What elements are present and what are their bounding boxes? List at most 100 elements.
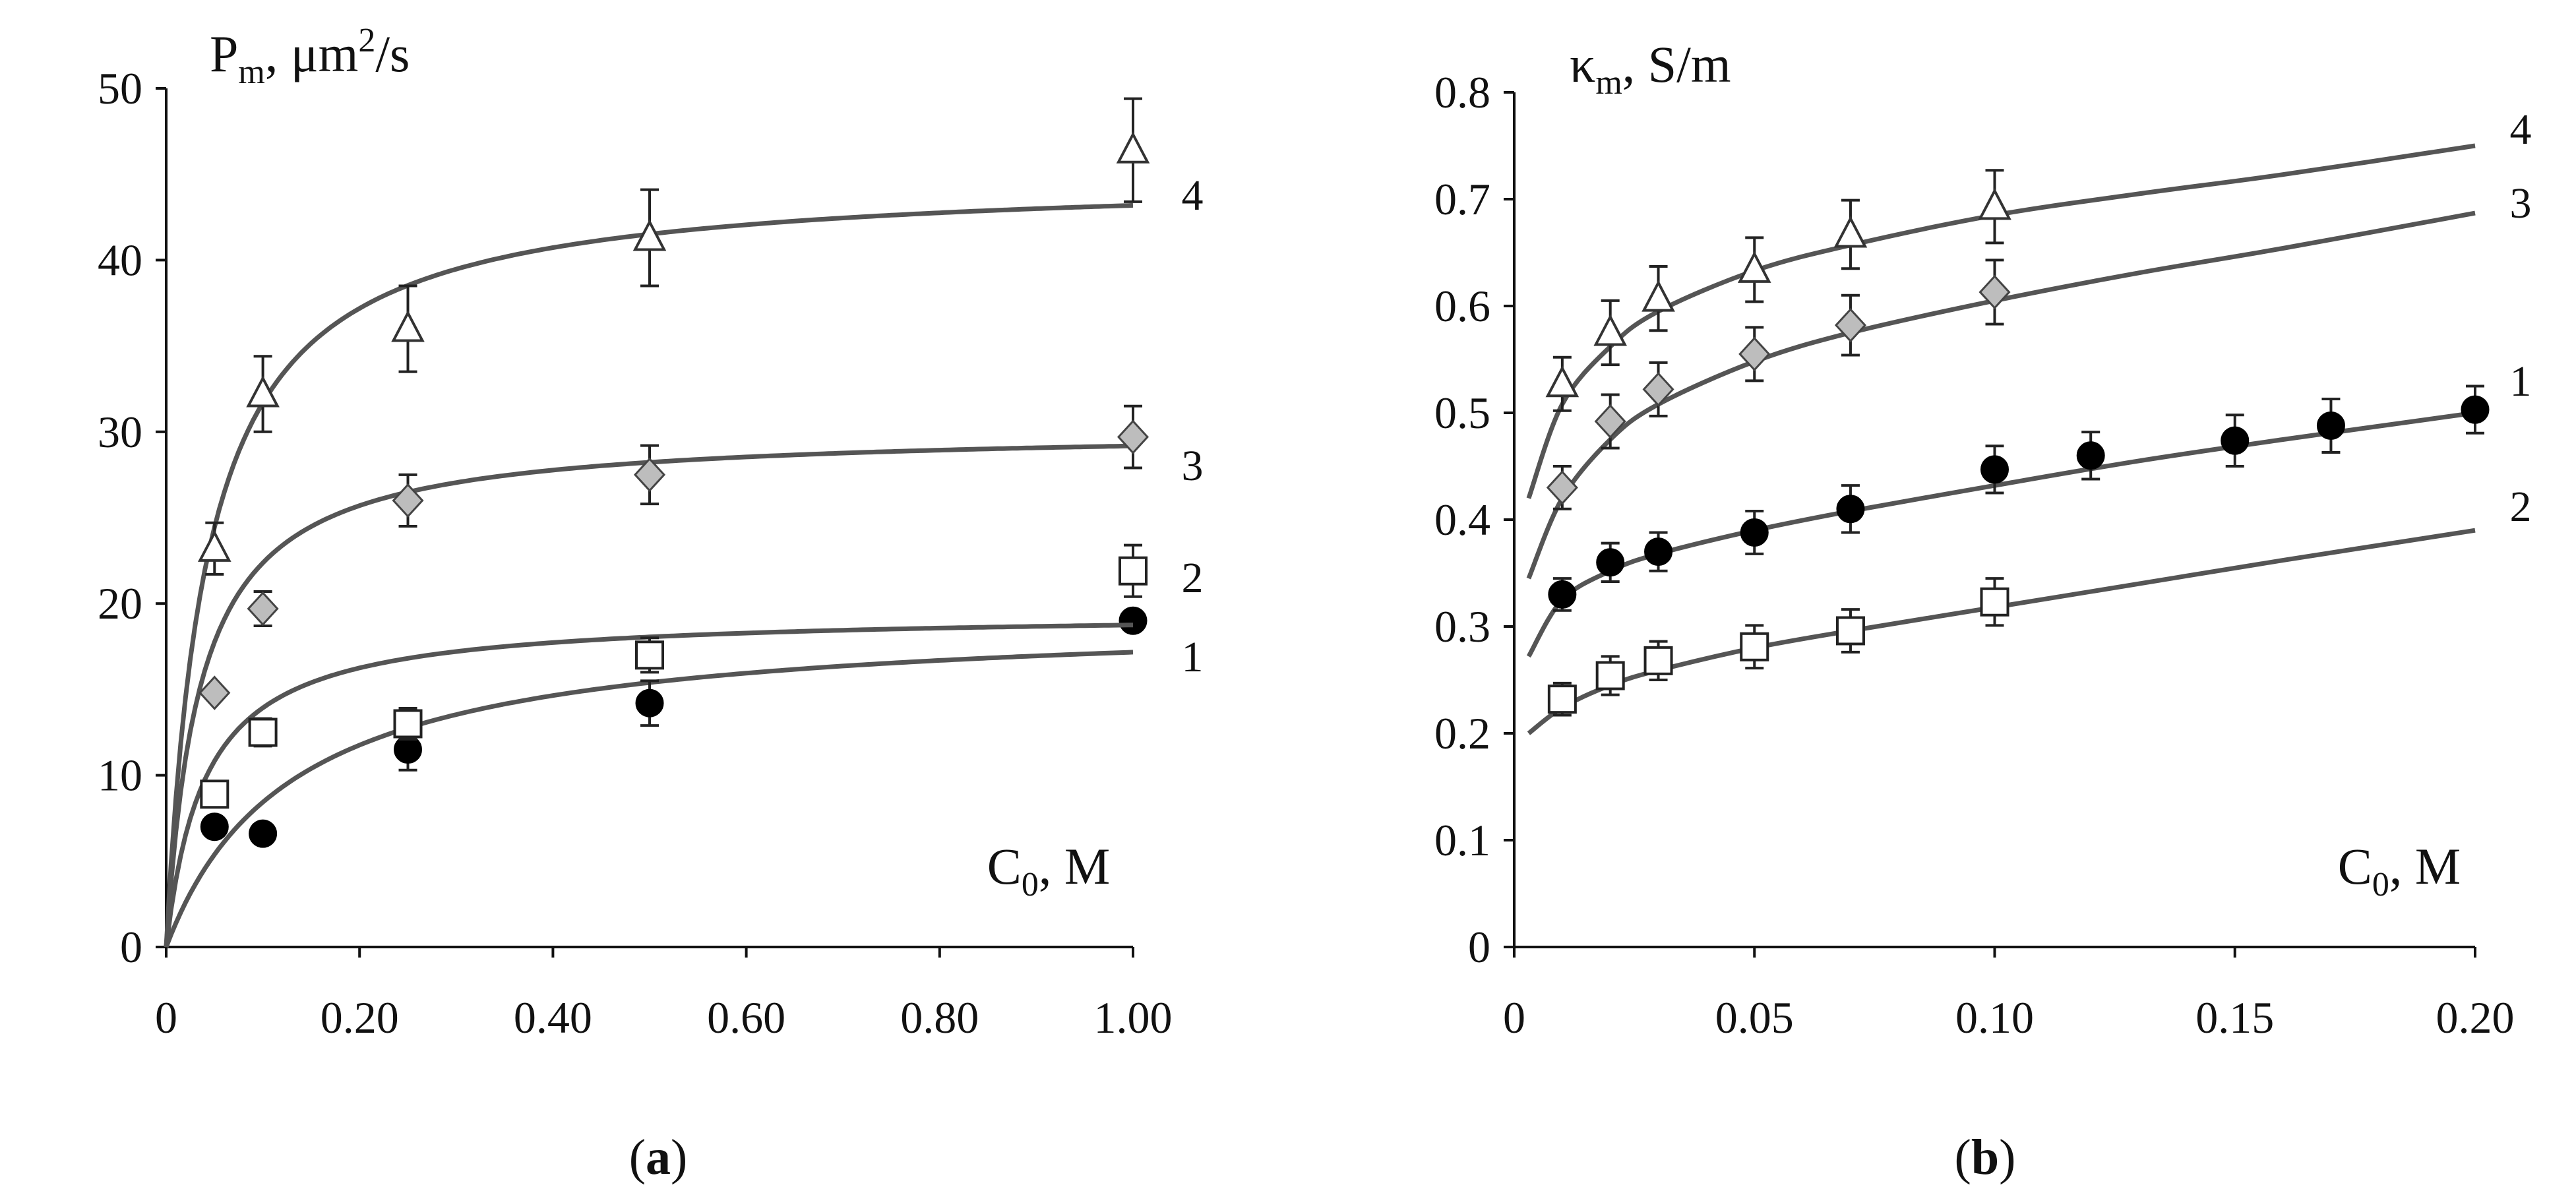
- panel-a: 0 10 20 30 40 50 0 0.20 0.40 0.60 0.80 1.00 Pm, μm2/…: [98, 22, 1204, 1185]
- data-point: [635, 688, 664, 718]
- data-point: [1119, 556, 1148, 586]
- y-axis-label: Pm, μm2/s: [210, 22, 410, 91]
- panel-b: 0 0.1 0.2 0.3 0.4 0.5 0.6 0.7 0.8 0 0.05 0.10 0.15 0.…: [1434, 36, 2532, 1185]
- data-point: [1836, 495, 1865, 524]
- y-tick-label: 0.6: [1434, 281, 1490, 331]
- y-tick-label: 0.7: [1434, 174, 1490, 224]
- data-point: [1594, 404, 1626, 439]
- curve-label-3: 3: [2510, 179, 2532, 228]
- data-point: [1641, 280, 1675, 312]
- x-tick-label: 0.20: [2436, 993, 2515, 1043]
- data-point: [1980, 587, 2009, 617]
- data-point: [1980, 455, 2009, 484]
- y-axis-label: κm, S/m: [1570, 36, 1731, 102]
- x-tick-label: 0.80: [900, 993, 979, 1043]
- data-point: [1546, 470, 1578, 505]
- series-4: [164, 97, 1150, 948]
- curve-label-4: 4: [1182, 171, 1204, 220]
- y-tick-label: 0.1: [1434, 815, 1490, 865]
- x-axis-label: C0, M: [987, 838, 1110, 903]
- y-tick-label: 50: [98, 63, 142, 113]
- data-point: [1119, 606, 1148, 635]
- data-point: [1740, 632, 1769, 661]
- data-point: [1834, 307, 1866, 343]
- data-point: [1737, 251, 1771, 283]
- y-tick-label: 0.8: [1434, 67, 1490, 117]
- data-point: [1642, 372, 1674, 407]
- data-point: [392, 483, 424, 518]
- y-tick-label: 0.3: [1434, 601, 1490, 652]
- data-point: [1643, 646, 1673, 675]
- series-1: [1526, 384, 2490, 658]
- data-point: [1548, 580, 1577, 609]
- y-tick-label: 40: [98, 235, 142, 285]
- y-tick-label: 0: [1468, 922, 1490, 972]
- x-tick-label: 0: [1503, 993, 1525, 1043]
- data-point: [632, 219, 667, 251]
- curve-label-2: 2: [1182, 554, 1204, 602]
- data-point: [1740, 518, 1769, 547]
- y-tick-label: 30: [98, 407, 142, 457]
- panel-caption: (a): [629, 1130, 688, 1185]
- data-point: [1978, 188, 2011, 220]
- x-tick-label: 0.20: [321, 993, 399, 1043]
- fit-curve-2: [1527, 528, 2476, 735]
- data-point: [1833, 216, 1868, 248]
- curve-label-1: 1: [1182, 633, 1204, 681]
- data-point: [2076, 441, 2105, 470]
- data-point: [393, 709, 423, 739]
- data-point: [633, 457, 666, 493]
- series-2: [1527, 528, 2476, 735]
- x-tick-label: 0.40: [514, 993, 592, 1043]
- data-point: [1644, 537, 1673, 566]
- curve-label-3: 3: [1182, 442, 1204, 490]
- x-tick-label: 0.15: [2195, 993, 2274, 1043]
- data-point: [200, 779, 230, 809]
- data-point: [1593, 314, 1628, 346]
- series-2: [164, 543, 1148, 948]
- data-point: [1117, 419, 1150, 454]
- data-point: [391, 310, 425, 342]
- y-tick-label: 0.4: [1434, 495, 1490, 545]
- fit-curve-4: [164, 202, 1134, 948]
- data-point: [249, 819, 278, 848]
- curve-label-1: 1: [2510, 357, 2532, 406]
- x-tick-label: 1.00: [1094, 993, 1173, 1043]
- data-point: [247, 591, 279, 626]
- fit-curve-3: [1526, 210, 2476, 580]
- data-point: [1116, 131, 1150, 164]
- y-tick-label: 10: [98, 750, 142, 801]
- data-point: [197, 530, 231, 562]
- data-point: [1595, 661, 1625, 690]
- data-point: [2461, 395, 2490, 424]
- x-tick-label: 0.05: [1715, 993, 1794, 1043]
- y-tick-label: 20: [98, 578, 142, 628]
- data-point: [246, 375, 280, 408]
- x-tick-label: 0: [155, 993, 177, 1043]
- data-point: [200, 812, 229, 841]
- data-point: [1978, 274, 2011, 310]
- data-point: [1738, 336, 1771, 372]
- y-tick-label: 0.2: [1434, 708, 1490, 758]
- x-axis-label: C0, M: [2338, 838, 2461, 903]
- data-point: [199, 675, 231, 710]
- x-tick-label: 0.60: [707, 993, 785, 1043]
- data-point: [248, 718, 278, 747]
- x-tick-label: 0.10: [1955, 993, 2034, 1043]
- series-3: [1526, 210, 2476, 580]
- data-point: [1596, 548, 1625, 577]
- data-point: [635, 640, 664, 670]
- data-point: [1547, 685, 1577, 714]
- curve-label-2: 2: [2510, 483, 2532, 531]
- data-point: [2221, 426, 2250, 455]
- y-tick-label: 0: [120, 922, 142, 972]
- data-point: [2316, 411, 2345, 440]
- series-3: [164, 404, 1150, 948]
- series-4: [1526, 143, 2476, 499]
- y-tick-label: 0.5: [1434, 388, 1490, 438]
- curve-label-4: 4: [2510, 106, 2532, 154]
- fit-curve-1: [1526, 410, 2476, 658]
- panel-caption: (b): [1955, 1130, 2016, 1185]
- data-point: [1835, 616, 1865, 646]
